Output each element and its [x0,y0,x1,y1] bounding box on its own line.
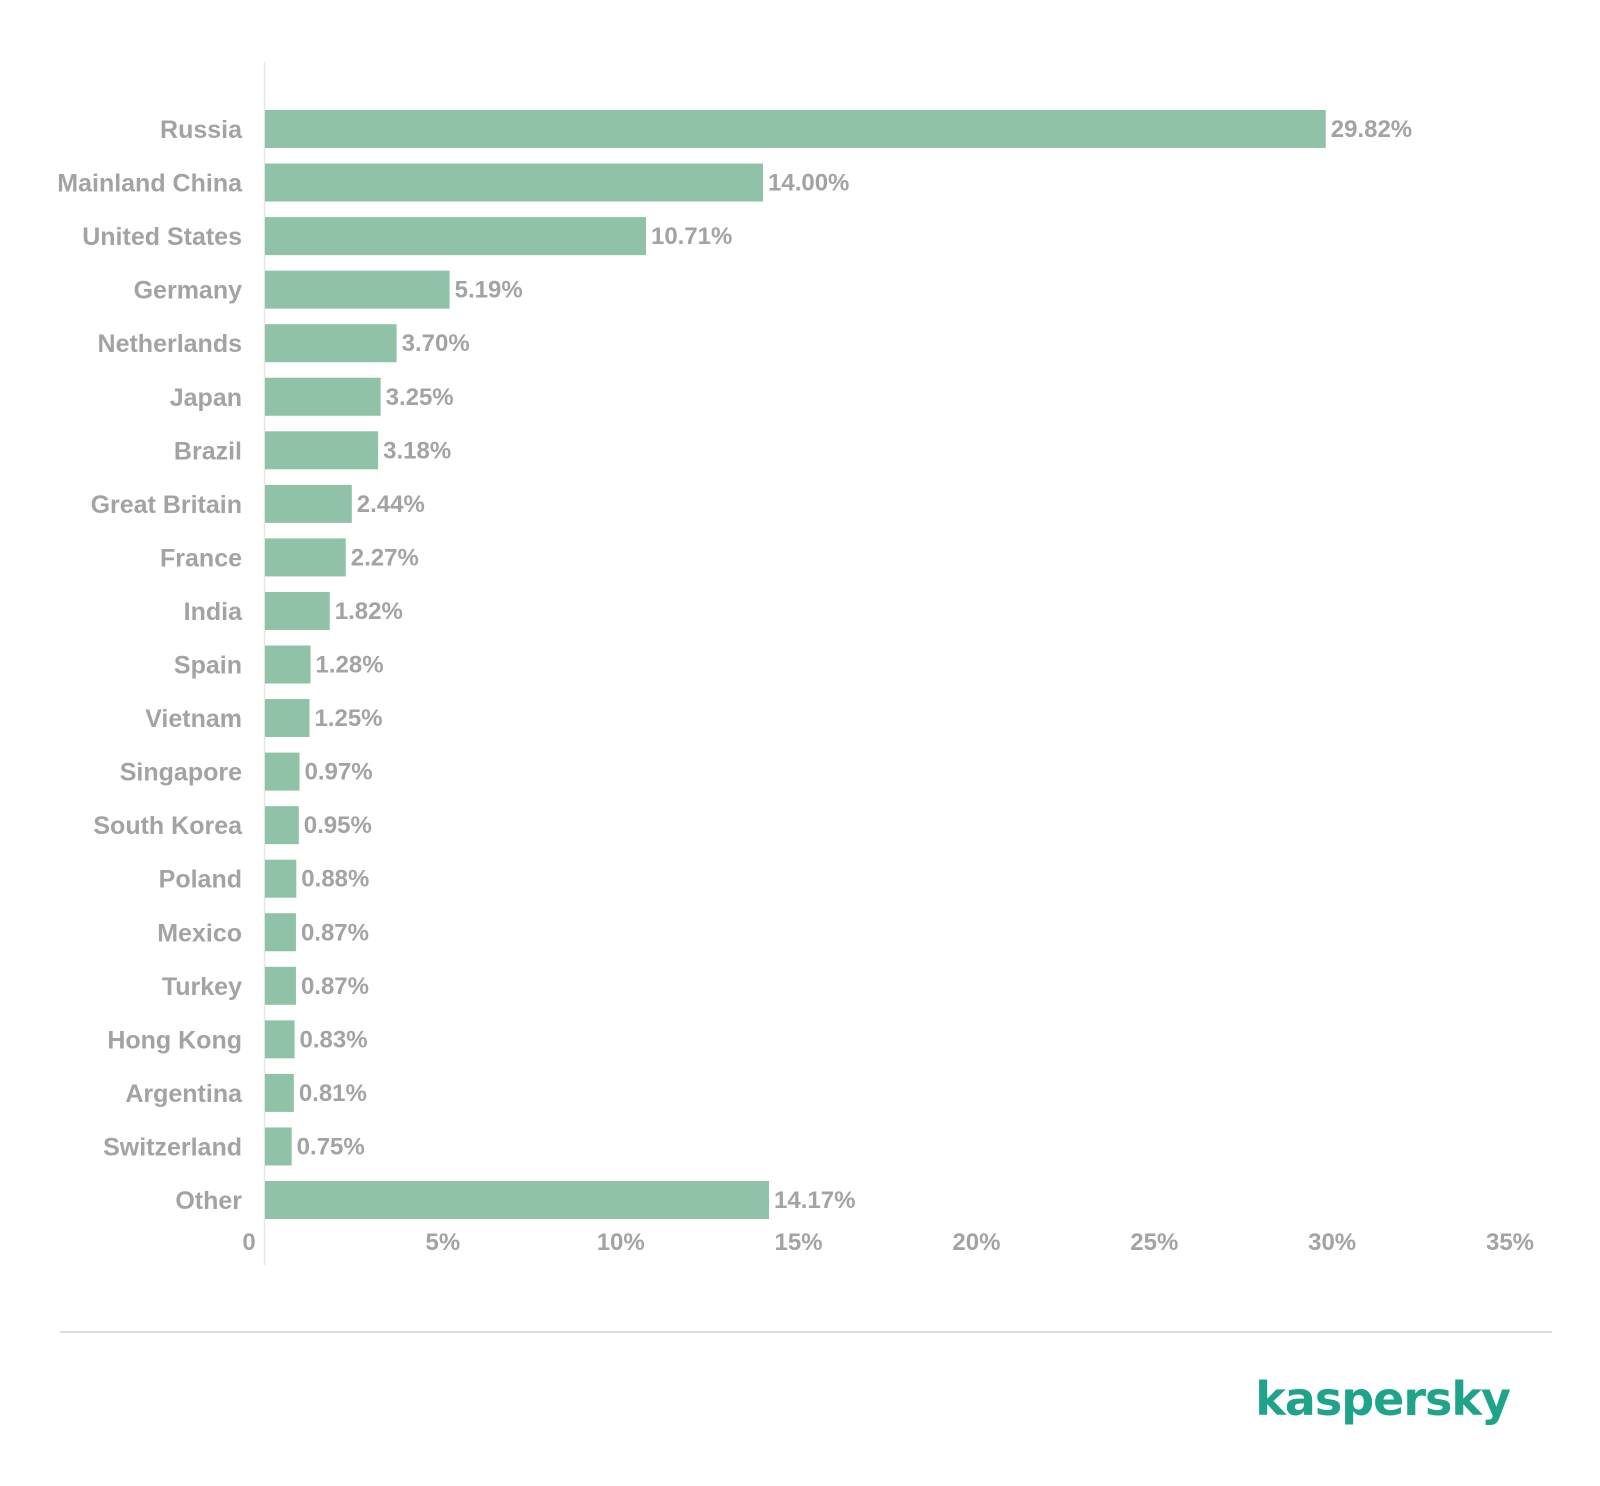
category-label: Brazil [174,437,242,465]
value-label: 0.87% [301,919,369,946]
category-label: Mainland China [57,170,243,198]
category-label: South Korea [93,812,243,840]
bar-germany [265,270,450,309]
bar-mainland-china [265,163,763,202]
bar-russia [265,110,1326,148]
value-label: 0.95% [304,812,372,839]
category-label: Spain [174,652,242,680]
bar-spain [265,645,311,684]
bar-france [265,538,346,577]
x-tick-label: 15% [775,1229,823,1256]
bar-chart: Russia 29.82% Mainland China 14.00% United S… [57,62,1534,1265]
bar-hong-kong [265,1020,295,1059]
x-axis-ticks: 0 5% 10% 15% 20% 25% 30% 35% [242,1229,1534,1256]
category-label: Singapore [120,759,242,787]
value-label: 14.00% [768,170,849,197]
value-label: 1.28% [316,652,384,679]
bar-poland [265,859,297,898]
bar-south-korea [265,806,299,845]
value-label: 1.82% [335,598,403,625]
bar-argentina [265,1073,294,1112]
category-label: France [160,544,242,572]
bar-singapore [265,752,300,791]
category-label: Japan [170,384,242,412]
bar-mexico [265,913,296,952]
bar-india [265,591,330,630]
category-label: Vietnam [145,705,242,733]
bar-switzerland [265,1127,292,1166]
category-label: India [184,598,243,626]
x-tick-label: 20% [952,1229,1000,1256]
value-label: 0.87% [301,973,369,1000]
x-tick-label: 0 [242,1229,255,1256]
value-label: 0.75% [297,1133,365,1160]
bar-netherlands [265,324,397,363]
bar-turkey [265,966,296,1005]
value-label: 0.81% [299,1080,367,1107]
category-label: Netherlands [98,330,242,358]
value-label: 5.19% [455,277,523,304]
bar-united-states [265,217,646,256]
bars-layer [265,110,1326,1219]
x-tick-label: 10% [597,1229,645,1256]
category-label: Other [175,1187,242,1215]
category-label: Russia [160,116,243,144]
labels-layer: Russia 29.82% Mainland China 14.00% United S… [57,116,1412,1215]
category-label: Great Britain [91,491,242,519]
category-label: Mexico [157,919,242,947]
value-label: 3.70% [402,330,470,357]
value-label: 14.17% [774,1187,855,1214]
value-label: 3.18% [383,437,451,464]
value-label: 0.97% [305,759,373,786]
x-tick-label: 30% [1308,1229,1356,1256]
bar-vietnam [265,699,310,738]
kaspersky-logo: kaspersky [1255,1372,1511,1426]
value-label: 10.71% [651,223,732,250]
value-label: 0.88% [301,866,369,893]
x-tick-label: 5% [426,1229,461,1256]
category-label: Poland [159,866,242,894]
value-label: 3.25% [386,384,454,411]
x-tick-label: 25% [1130,1229,1178,1256]
value-label: 2.27% [351,544,419,571]
category-label: Germany [134,277,242,305]
value-label: 1.25% [314,705,382,732]
footer-divider [60,1331,1552,1333]
value-label: 2.44% [357,491,425,518]
bar-japan [265,377,381,416]
category-label: United States [82,223,242,251]
bar-other [265,1181,770,1219]
bar-brazil [265,431,379,470]
category-label: Argentina [125,1080,243,1108]
category-label: Switzerland [103,1133,242,1161]
category-label: Turkey [162,973,242,1001]
value-label: 0.83% [300,1026,368,1053]
value-label: 29.82% [1331,116,1412,143]
x-tick-label: 35% [1486,1229,1534,1256]
category-label: Hong Kong [107,1026,242,1054]
bar-great-britain [265,484,352,523]
